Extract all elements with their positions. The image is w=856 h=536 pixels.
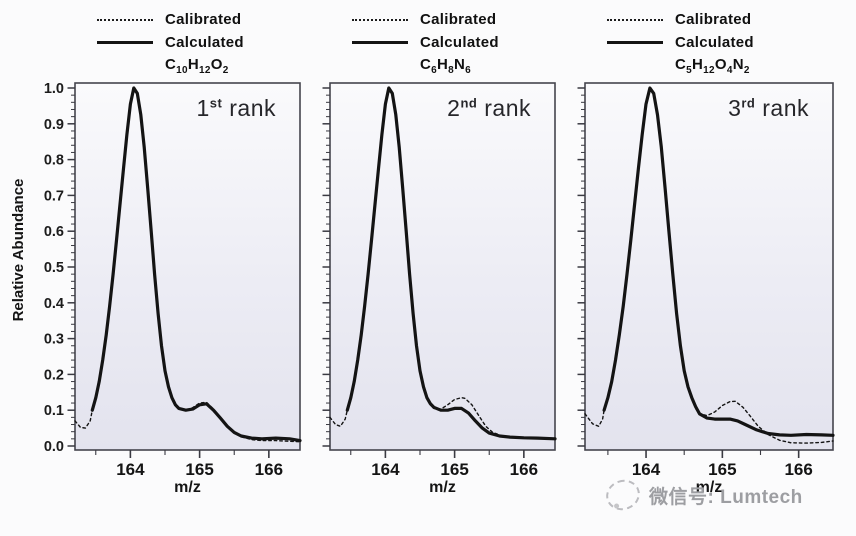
solid-line-sample-icon bbox=[607, 41, 663, 44]
spectrum-panel-3: 164 165 166 3rd rank m/z bbox=[577, 82, 835, 496]
y-tick-label: 0.3 bbox=[44, 332, 64, 348]
legend-item-calculated: Calculated bbox=[607, 31, 837, 54]
x-tick-label: 165 bbox=[440, 460, 468, 479]
legend-label-calibrated: Calibrated bbox=[165, 11, 242, 28]
y-tick-label: 0.0 bbox=[44, 439, 64, 455]
dotted-line-sample-icon bbox=[352, 18, 408, 21]
x-tick-label: 166 bbox=[255, 460, 283, 479]
panel-plot-svg: 0.0 0.1 0.2 0.3 0.4 0.5 0.6 0.7 0.8 0.9 1.0 164 165 1… bbox=[44, 81, 302, 479]
panel-plot-svg: 164 165 166 bbox=[577, 82, 835, 479]
x-tick-label: 164 bbox=[116, 460, 145, 479]
spectrum-panel-2: 164 165 166 2nd rank m/z bbox=[322, 82, 557, 496]
dotted-line-sample-icon bbox=[607, 18, 663, 21]
x-tick-label: 164 bbox=[632, 460, 661, 479]
legend-label-calculated: Calculated bbox=[675, 34, 754, 51]
y-tick-label: 0.9 bbox=[44, 117, 64, 133]
plot-frame bbox=[329, 82, 556, 451]
solid-line-sample-icon bbox=[352, 41, 408, 44]
rank-label: 2nd rank bbox=[447, 95, 531, 121]
x-axis-label: m/z bbox=[695, 479, 723, 496]
x-tick-label: 165 bbox=[708, 460, 736, 479]
calibrated-curve bbox=[584, 87, 834, 444]
legend-label-calculated: Calculated bbox=[165, 34, 244, 51]
legend-label-calculated: Calculated bbox=[420, 34, 499, 51]
y-axis-label: Relative Abundance bbox=[10, 178, 27, 322]
chemical-formula: C5H12O4N2 bbox=[675, 55, 750, 76]
calibrated-curve bbox=[329, 87, 556, 440]
x-axis-label: m/z bbox=[174, 479, 201, 496]
rank-label: 3rd rank bbox=[728, 95, 809, 121]
calculated-curve bbox=[345, 86, 557, 441]
plot-frame bbox=[584, 82, 834, 451]
legend-item-calculated: Calculated bbox=[97, 31, 327, 54]
legend-item-calibrated: Calibrated bbox=[607, 8, 837, 31]
x-tick-label: 166 bbox=[510, 460, 538, 479]
legend-panel-3: Calibrated Calculated C5H12O4N2 bbox=[607, 8, 837, 77]
legend-formula-row: C6H8N6 bbox=[420, 54, 582, 77]
legend-label-calibrated: Calibrated bbox=[675, 11, 752, 28]
calibrated-curve bbox=[74, 87, 301, 443]
y-tick-label: 0.8 bbox=[44, 153, 64, 169]
y-tick-label: 0.4 bbox=[44, 296, 64, 312]
y-tick-label: 0.6 bbox=[44, 224, 64, 240]
panel-plot-svg: 164 165 166 bbox=[322, 82, 557, 479]
x-axis-label: m/z bbox=[429, 479, 456, 496]
y-tick-label: 0.7 bbox=[44, 188, 64, 204]
y-tick-label: 0.1 bbox=[44, 403, 64, 419]
legend-panel-2: Calibrated Calculated C6H8N6 bbox=[352, 8, 582, 77]
legend-item-calibrated: Calibrated bbox=[97, 8, 327, 31]
x-tick-label: 166 bbox=[784, 460, 812, 479]
wechat-watermark: 微信号: Lumtech bbox=[602, 475, 803, 515]
x-tick-label: 165 bbox=[185, 460, 213, 479]
y-tick-label: 1.0 bbox=[44, 81, 64, 97]
y-tick-label: 0.2 bbox=[44, 367, 64, 383]
dotted-line-sample-icon bbox=[97, 18, 153, 21]
legend-formula-row: C10H12O2 bbox=[165, 54, 327, 77]
x-tick-label: 164 bbox=[371, 460, 400, 479]
solid-line-sample-icon bbox=[97, 41, 153, 44]
legend-formula-row: C5H12O4N2 bbox=[675, 54, 837, 77]
spectrum-panel-1: 0.0 0.1 0.2 0.3 0.4 0.5 0.6 0.7 0.8 0.9 1.0 164 165 1… bbox=[44, 81, 302, 496]
legend-item-calculated: Calculated bbox=[352, 31, 582, 54]
legend-item-calibrated: Calibrated bbox=[352, 8, 582, 31]
plot-frame bbox=[74, 82, 301, 451]
calculated-curve bbox=[602, 86, 835, 437]
chemical-formula: C6H8N6 bbox=[420, 55, 472, 76]
watermark-text: 微信号: Lumtech bbox=[649, 486, 803, 508]
wechat-logo-icon bbox=[602, 475, 644, 515]
rank-label: 1st rank bbox=[196, 95, 276, 121]
chemical-formula: C10H12O2 bbox=[165, 55, 229, 76]
legend-label-calibrated: Calibrated bbox=[420, 11, 497, 28]
y-tick-label: 0.5 bbox=[44, 260, 64, 276]
calculated-curve bbox=[90, 86, 302, 443]
legend-panel-1: Calibrated Calculated C10H12O2 bbox=[97, 8, 327, 77]
